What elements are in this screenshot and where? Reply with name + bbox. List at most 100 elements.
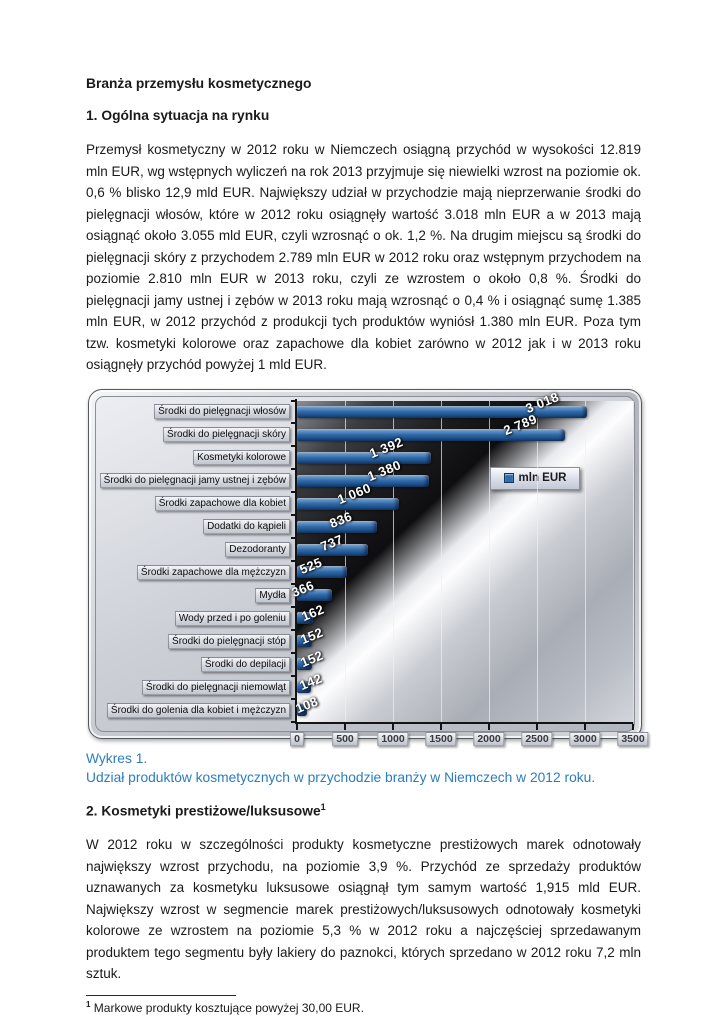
paragraph-2: W 2012 roku w szczególności produkty kos… (86, 837, 641, 982)
x-tick-label: 1500 (425, 731, 457, 746)
category-label: Środki do pielęgnacji jamy ustnej i zębó… (99, 473, 290, 489)
category-label: Środki do golenia dla kobiet i mężczyzn (106, 702, 290, 718)
gridline (489, 400, 490, 722)
x-axis-tick (584, 723, 586, 730)
y-axis-tick (291, 422, 295, 425)
bar (297, 520, 378, 533)
category-row: Dodatki do kąpieli (96, 515, 290, 538)
section1-heading: 1. Ogólna sytuacja na rynku (86, 108, 270, 123)
plot-area: mln EUR 0 500 1000 1500 2000 2500 3000 3500 3 01… (289, 389, 649, 746)
x-tick-label: 2500 (521, 731, 553, 746)
bar-value-label: 152 (297, 624, 325, 647)
category-row: Mydła (96, 584, 290, 607)
category-row: Dezodoranty (96, 538, 290, 561)
gridline (345, 400, 346, 722)
category-row: Środki do pielęgnacji skóry (96, 423, 290, 446)
bar (297, 635, 312, 648)
footnote-text: Markowe produkty kosztujące powyżej 30,0… (93, 1000, 364, 1015)
bar (297, 405, 587, 418)
gridline (441, 400, 442, 722)
y-axis-tick (291, 720, 295, 723)
gridline (585, 400, 586, 722)
category-row: Środki do pielęgnacji niemowląt (96, 676, 290, 699)
y-axis-tick (291, 399, 295, 402)
bar (297, 658, 312, 671)
bar (297, 543, 368, 556)
category-row: Środki do golenia dla kobiet i mężczyzn (96, 699, 290, 722)
category-label: Dezodoranty (225, 542, 290, 558)
bar-value-label: 162 (298, 601, 326, 624)
x-axis-tick (536, 723, 538, 730)
document-title: Branża przemysłu kosmetycznego (86, 76, 312, 91)
category-label: Środki do pielęgnacji włosów (154, 404, 290, 420)
x-tick-label: 1000 (377, 731, 409, 746)
category-label: Środki zapachowe dla mężczyzn (136, 564, 290, 580)
x-tick-label: 500 (332, 731, 358, 746)
bar-value-label: 152 (297, 647, 325, 670)
y-axis-line (295, 398, 297, 724)
section2-heading: 2. Kosmetyki prestiżowe/luksusowe1 (86, 801, 326, 819)
y-axis-tick (291, 674, 295, 677)
y-axis-tick (291, 605, 295, 608)
chart: mln EUR 0 500 1000 1500 2000 2500 3000 3500 3 01… (88, 388, 649, 746)
x-axis-tick (488, 723, 490, 730)
x-axis-tick (344, 723, 346, 730)
y-axis-tick (291, 514, 295, 517)
category-row: Środki do pielęgnacji włosów (96, 401, 290, 424)
footnote: 1 Markowe produkty kosztujące powyżej 30… (86, 1000, 641, 1015)
y-axis-tick (291, 628, 295, 631)
legend-label: mln EUR (518, 472, 567, 484)
bar (297, 428, 565, 441)
category-label: Wody przed i po goleniu (174, 610, 290, 626)
gridline (537, 400, 538, 722)
category-row: Środki zapachowe dla mężczyzn (96, 561, 290, 584)
category-row: Środki do pielęgnacji jamy ustnej i zębó… (96, 469, 290, 492)
category-label: Środki do pielęgnacji stóp (168, 633, 290, 649)
category-label: Mydła (255, 587, 290, 603)
y-axis-tick (291, 445, 295, 448)
y-axis-tick (291, 468, 295, 471)
y-axis-tick (291, 697, 295, 700)
bar (297, 589, 333, 602)
legend-marker-icon (503, 473, 514, 483)
footnote-separator (86, 994, 236, 996)
footnote-reference: 1 (320, 801, 326, 812)
x-axis-tick (632, 723, 634, 730)
y-axis-tick (291, 491, 295, 494)
bar (297, 704, 308, 717)
y-axis-tick (291, 582, 295, 585)
gridline (633, 400, 634, 722)
x-tick-label: 3000 (569, 731, 601, 746)
x-axis-line (295, 721, 633, 724)
category-row: Środki do pielęgnacji stóp (96, 630, 290, 653)
category-row: Środki zapachowe dla kobiet (96, 492, 290, 515)
bar (297, 474, 430, 487)
x-tick-label: 0 (290, 731, 304, 746)
bar (297, 681, 311, 694)
legend: mln EUR (490, 466, 580, 490)
x-tick-label: 3500 (617, 731, 649, 746)
category-label: Środki do pielęgnacji niemowląt (141, 679, 290, 695)
x-axis-tick (392, 723, 394, 730)
category-row: Kosmetyki kolorowe (96, 446, 290, 469)
x-axis-tick (296, 723, 298, 730)
category-row: Środki do depilacji (96, 653, 290, 676)
category-label: Kosmetyki kolorowe (193, 450, 290, 466)
bar-value-label: 142 (297, 670, 324, 693)
y-axis-tick (291, 651, 295, 654)
category-label: Środki do pielęgnacji skóry (163, 427, 290, 443)
bar-value-label: 108 (293, 693, 321, 716)
category-label: Środki zapachowe dla kobiet (154, 496, 290, 512)
bar (297, 566, 348, 579)
category-label: Środki do depilacji (200, 656, 290, 672)
bar (297, 451, 431, 464)
chart-caption-line1: Wykres 1. (86, 750, 148, 766)
gridline (393, 400, 394, 722)
bar (297, 612, 313, 625)
footnote-marker: 1 (86, 999, 91, 1009)
x-tick-label: 2000 (473, 731, 505, 746)
category-label: Dodatki do kąpieli (203, 519, 290, 535)
chart-background: mln EUR 0 500 1000 1500 2000 2500 3000 3500 3 01… (95, 389, 649, 746)
category-row: Wody przed i po goleniu (96, 607, 290, 630)
